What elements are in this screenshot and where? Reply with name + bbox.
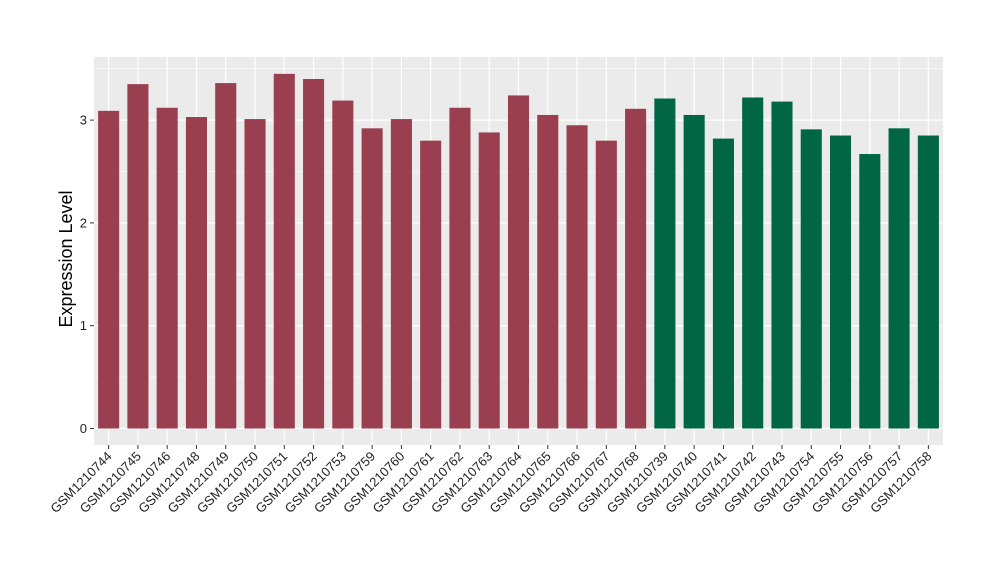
bar-GSM1210751 <box>273 73 295 429</box>
bar-GSM1210750 <box>244 119 266 429</box>
bar-GSM1210757 <box>888 128 910 429</box>
bar-GSM1210768 <box>625 108 647 429</box>
bar-GSM1210746 <box>156 107 178 429</box>
y-axis: 0 1 2 3 <box>80 113 94 436</box>
x-axis: GSM1210744GSM1210745GSM1210746GSM1210748… <box>47 445 934 516</box>
bar-GSM1210745 <box>127 84 149 429</box>
bar-GSM1210764 <box>507 95 530 429</box>
bar-GSM1210763 <box>478 132 500 429</box>
bar-GSM1210752 <box>303 78 325 429</box>
bar-GSM1210765 <box>537 114 559 429</box>
bar-GSM1210766 <box>566 125 588 429</box>
y-tick-label: 0 <box>80 421 87 436</box>
y-axis-label: Expression Level <box>56 190 76 327</box>
bar-GSM1210761 <box>420 140 442 429</box>
bar-GSM1210749 <box>215 83 237 429</box>
bar-GSM1210756 <box>859 154 881 429</box>
bar-GSM1210758 <box>917 135 939 429</box>
bars <box>98 73 939 429</box>
bar-GSM1210744 <box>98 110 120 429</box>
bar-GSM1210767 <box>595 140 617 429</box>
y-tick-label: 2 <box>80 215 87 230</box>
bar-GSM1210742 <box>742 97 764 429</box>
bar-GSM1210753 <box>332 100 354 429</box>
bar-GSM1210760 <box>390 119 412 429</box>
bar-GSM1210762 <box>449 107 471 429</box>
y-tick-label: 3 <box>80 113 87 128</box>
bar-GSM1210755 <box>829 135 852 429</box>
bar-GSM1210739 <box>654 98 676 429</box>
bar-GSM1210743 <box>771 101 793 429</box>
bar-GSM1210754 <box>800 129 822 429</box>
y-tick-label: 1 <box>80 318 87 333</box>
bar-GSM1210748 <box>185 117 208 429</box>
bar-GSM1210741 <box>712 138 734 429</box>
bar-GSM1210759 <box>361 128 383 429</box>
bar-GSM1210740 <box>683 114 705 429</box>
